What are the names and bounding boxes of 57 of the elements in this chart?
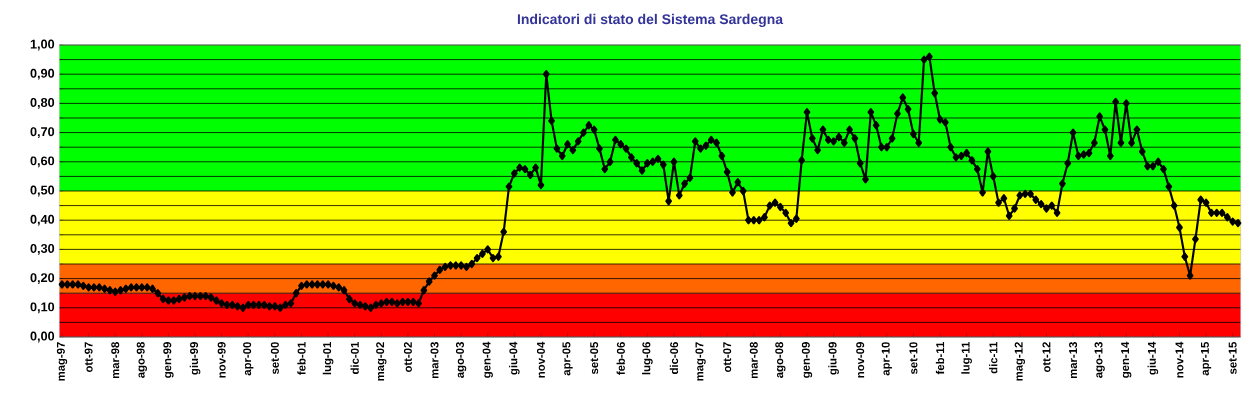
x-tick-label: lug-01 — [322, 342, 334, 375]
y-tick-label: 0,30 — [30, 243, 55, 255]
x-tick-label: ott-02 — [403, 342, 412, 373]
x-tick-label: lug-11 — [961, 342, 972, 374]
x-tick-label: ago-98 — [136, 342, 147, 378]
x-tick-label: set-05 — [590, 342, 599, 375]
x-tick-label: dic-06 — [669, 342, 679, 374]
x-tick-label: ott-12 — [1042, 342, 1051, 373]
x-tick-label: mag-02 — [376, 342, 387, 381]
x-tick-label: nov-04 — [536, 341, 545, 378]
x-tick-label: set-10 — [909, 342, 918, 375]
y-tick-label: 0,70 — [30, 127, 55, 138]
x-tick-label: gen-99 — [163, 342, 174, 378]
x-tick-label: apr-10 — [881, 342, 892, 376]
y-tick-label: 0,10 — [30, 302, 55, 314]
x-tick-label: dic-01 — [350, 342, 359, 374]
x-tick-label: feb-11 — [935, 342, 945, 375]
y-tick-label: 0,90 — [30, 68, 55, 80]
x-tick-label: giu-04 — [509, 341, 520, 375]
y-tick-label: 0,20 — [30, 273, 55, 284]
x-tick-label: feb-01 — [297, 342, 306, 375]
x-tick-label: gen-04 — [482, 341, 493, 378]
x-tick-label: dic-11 — [989, 342, 998, 374]
x-tick-label: set-00 — [270, 342, 279, 375]
x-tick-label: mar-98 — [111, 342, 120, 379]
x-tick-label: lug-06 — [642, 342, 653, 375]
x-tick-label: mar-13 — [1069, 342, 1078, 379]
x-tick-label: gen-09 — [801, 342, 813, 378]
x-tick-label: ago-03 — [455, 342, 467, 378]
chart-title: Indicatori di stato del Sistema Sardegna — [517, 13, 784, 27]
x-tick-label: apr-05 — [562, 342, 573, 376]
x-tick-label: mar-03 — [430, 342, 439, 379]
y-tick-label: 0,50 — [30, 185, 55, 197]
x-tick-label: apr-00 — [243, 342, 254, 376]
x-tick-label: nov-09 — [856, 342, 865, 378]
y-tick-label: 1,00 — [30, 39, 55, 51]
x-tick-label: ott-07 — [723, 342, 732, 373]
x-tick-label: gen-14 — [1121, 341, 1132, 378]
x-tick-label: ott-97 — [84, 342, 93, 373]
x-tick-label: nov-14 — [1175, 341, 1184, 378]
x-tick-label: giu-14 — [1147, 341, 1159, 375]
y-tick-label: 0,60 — [30, 156, 55, 168]
y-tick-label: 0,40 — [30, 214, 55, 226]
x-tick-label: giu-99 — [189, 342, 201, 375]
x-tick-label: set-15 — [1228, 342, 1237, 375]
y-tick-label: 0,80 — [30, 97, 55, 109]
x-tick-label: ago-13 — [1094, 342, 1105, 378]
x-tick-label: apr-15 — [1201, 342, 1212, 376]
x-tick-label: giu-09 — [828, 342, 839, 375]
x-tick-label: mag-12 — [1014, 342, 1025, 381]
x-tick-label: mag-07 — [695, 342, 706, 381]
x-tick-label: nov-99 — [217, 342, 226, 378]
x-tick-label: mag-97 — [56, 342, 68, 381]
x-tick-label: feb-06 — [616, 342, 625, 375]
x-tick-label: mar-08 — [749, 342, 758, 379]
y-tick-label: 0,00 — [30, 331, 55, 343]
x-tick-label: ago-08 — [775, 342, 786, 378]
